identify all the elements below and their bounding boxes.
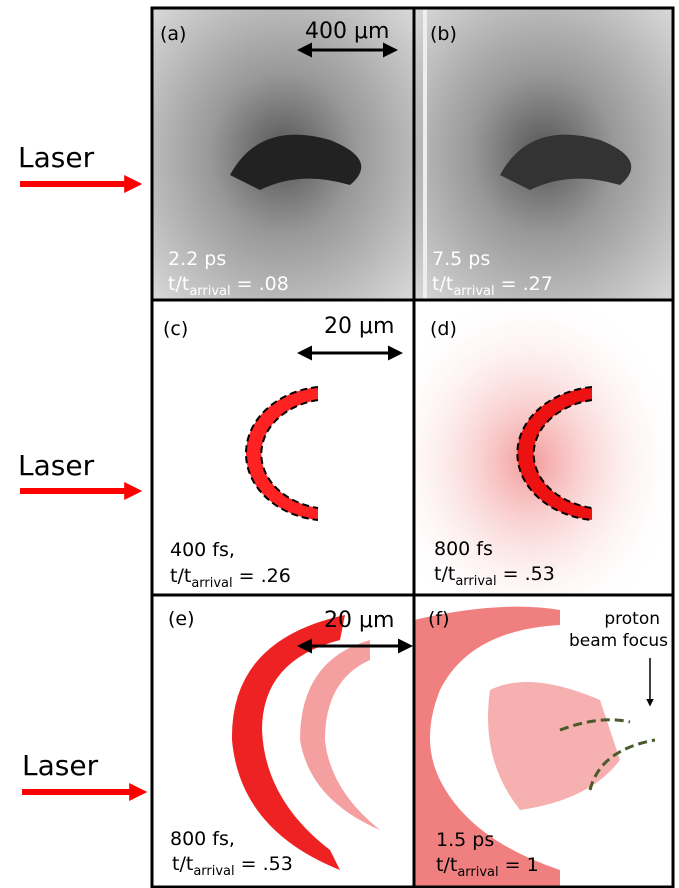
ratio-base: t/t	[172, 853, 193, 875]
time-label: 800 fs,	[170, 828, 235, 850]
ratio-value: = .08	[231, 273, 289, 295]
shell	[246, 387, 318, 520]
ratio-value: = 1	[499, 854, 539, 876]
scale-bar-label: 20 μm	[324, 314, 394, 339]
ratio-label: t/tarrival = .26	[170, 565, 291, 591]
ratio-sub: arrival	[193, 864, 234, 879]
scale-bar-label: 400 μm	[305, 19, 389, 44]
ratio-value: = .26	[233, 565, 291, 587]
ratio-base: t/t	[168, 273, 189, 295]
panel-label: (f)	[428, 608, 450, 630]
ratio-base: t/t	[436, 854, 457, 876]
ratio-base: t/t	[432, 273, 453, 295]
time-label: 400 fs,	[170, 539, 235, 561]
ratio-base: t/t	[434, 563, 455, 585]
figure: Laser Laser Laser (a) 400 μm 2.2 ps t/ta…	[0, 0, 679, 888]
ratio-sub: arrival	[455, 574, 496, 589]
shell	[232, 615, 345, 870]
ratio-value: = .53	[235, 853, 293, 875]
time-label: 2.2 ps	[168, 248, 226, 270]
time-label: 800 fs	[434, 538, 493, 560]
laser-label: Laser	[18, 141, 95, 174]
time-label: 1.5 ps	[436, 829, 494, 851]
panel-label: (e)	[168, 608, 195, 630]
ratio-sub: arrival	[189, 284, 230, 299]
panel-label: (c)	[163, 318, 188, 340]
ratio-sub: arrival	[457, 865, 498, 880]
panel-label: (b)	[430, 23, 457, 45]
scale-bar-label: 20 μm	[324, 608, 394, 633]
laser-label: Laser	[22, 749, 99, 782]
ratio-base: t/t	[170, 565, 191, 587]
annotation: proton	[604, 609, 660, 629]
ratio-label: t/tarrival = .53	[172, 853, 293, 879]
shell	[488, 682, 620, 810]
time-label: 7.5 ps	[432, 248, 490, 270]
ratio-value: = .53	[497, 563, 555, 585]
panel-label: (d)	[430, 318, 457, 340]
laser-label: Laser	[18, 449, 95, 482]
shell	[300, 640, 380, 830]
annotation: beam focus	[569, 631, 668, 651]
ratio-sub: arrival	[191, 576, 232, 591]
ratio-value: = .27	[495, 273, 553, 295]
panel-label: (a)	[160, 23, 186, 45]
ratio-sub: arrival	[453, 284, 494, 299]
